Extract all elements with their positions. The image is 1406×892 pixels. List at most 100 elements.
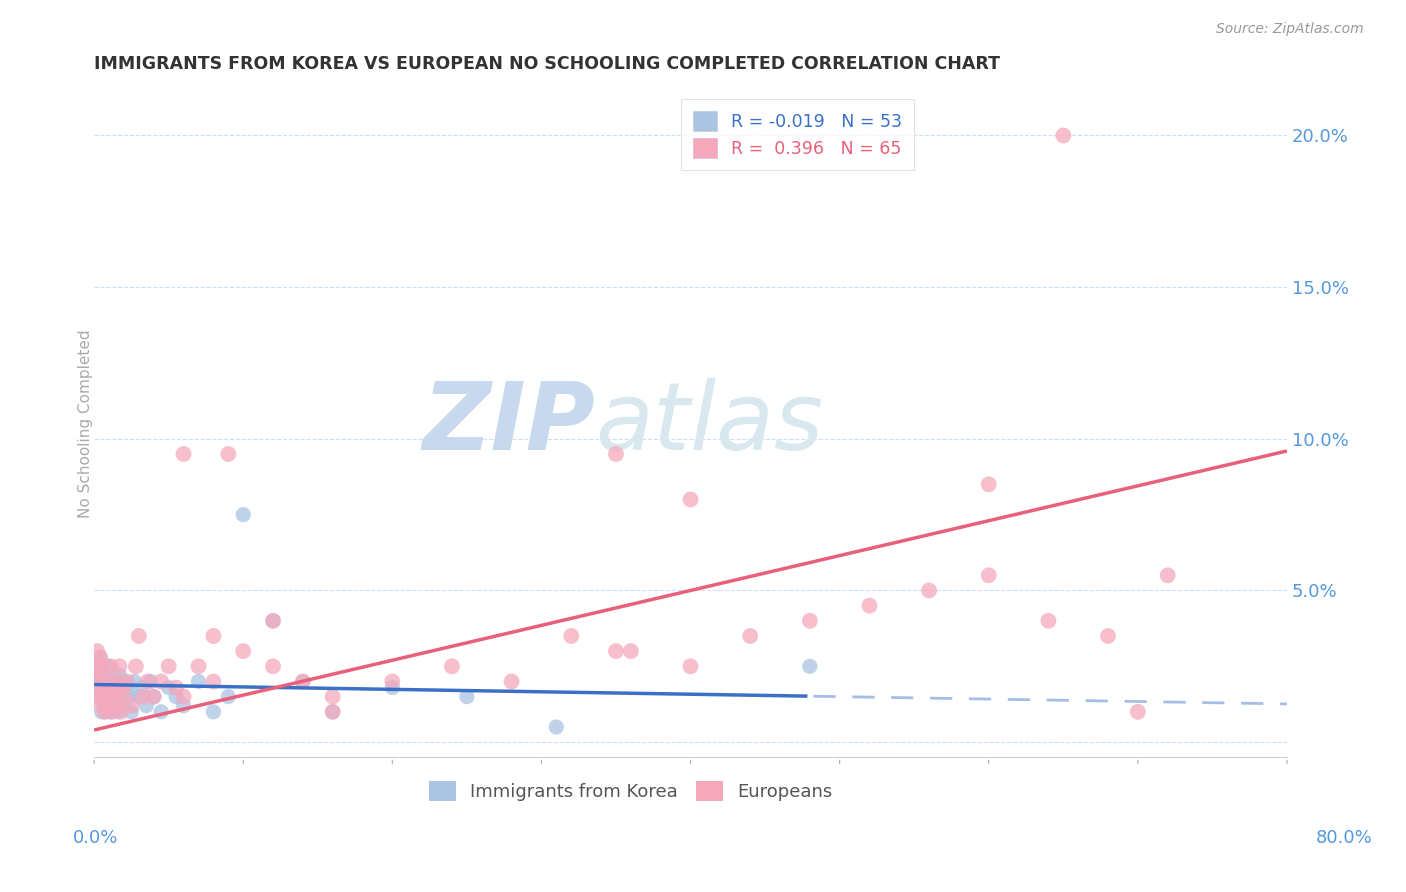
Point bbox=[262, 614, 284, 628]
Point bbox=[202, 629, 225, 643]
Point bbox=[93, 705, 115, 719]
Point bbox=[977, 477, 1000, 491]
Point bbox=[202, 674, 225, 689]
Point bbox=[90, 705, 112, 719]
Point bbox=[89, 681, 111, 695]
Point bbox=[93, 668, 115, 682]
Point bbox=[100, 705, 122, 719]
Point bbox=[132, 690, 155, 704]
Point bbox=[1097, 629, 1119, 643]
Point bbox=[1038, 614, 1060, 628]
Point bbox=[108, 659, 131, 673]
Point bbox=[90, 674, 112, 689]
Point bbox=[291, 674, 314, 689]
Point bbox=[120, 705, 142, 719]
Point bbox=[142, 690, 165, 704]
Point bbox=[98, 698, 121, 713]
Point bbox=[94, 705, 117, 719]
Text: atlas: atlas bbox=[595, 378, 824, 469]
Point bbox=[322, 705, 344, 719]
Point bbox=[262, 614, 284, 628]
Point bbox=[108, 668, 131, 682]
Point bbox=[291, 674, 314, 689]
Point bbox=[89, 690, 111, 704]
Point bbox=[799, 659, 821, 673]
Point bbox=[103, 681, 125, 695]
Point bbox=[98, 674, 121, 689]
Point bbox=[91, 690, 114, 704]
Legend: Immigrants from Korea, Europeans: Immigrants from Korea, Europeans bbox=[422, 774, 841, 808]
Point bbox=[1052, 128, 1074, 143]
Point bbox=[110, 690, 132, 704]
Point bbox=[111, 674, 134, 689]
Point bbox=[157, 681, 180, 695]
Point bbox=[120, 698, 142, 713]
Point bbox=[100, 681, 122, 695]
Text: Source: ZipAtlas.com: Source: ZipAtlas.com bbox=[1216, 22, 1364, 37]
Point bbox=[605, 447, 627, 461]
Point bbox=[112, 690, 135, 704]
Point bbox=[101, 705, 124, 719]
Point bbox=[918, 583, 941, 598]
Point bbox=[94, 681, 117, 695]
Point bbox=[217, 690, 239, 704]
Point bbox=[96, 690, 118, 704]
Point bbox=[89, 650, 111, 665]
Point bbox=[173, 447, 195, 461]
Point bbox=[90, 674, 112, 689]
Point bbox=[605, 644, 627, 658]
Point bbox=[115, 674, 138, 689]
Text: 0.0%: 0.0% bbox=[73, 829, 118, 847]
Point bbox=[1156, 568, 1178, 582]
Point bbox=[125, 659, 148, 673]
Point bbox=[86, 659, 108, 673]
Point bbox=[440, 659, 463, 673]
Point bbox=[105, 681, 128, 695]
Point bbox=[87, 690, 110, 704]
Point bbox=[381, 674, 404, 689]
Point bbox=[98, 659, 121, 673]
Point bbox=[139, 674, 162, 689]
Point bbox=[1126, 705, 1149, 719]
Point bbox=[679, 492, 702, 507]
Point bbox=[740, 629, 762, 643]
Point bbox=[456, 690, 478, 704]
Point bbox=[322, 690, 344, 704]
Point bbox=[157, 659, 180, 673]
Point bbox=[217, 447, 239, 461]
Point bbox=[96, 690, 118, 704]
Point bbox=[91, 659, 114, 673]
Point bbox=[620, 644, 643, 658]
Point bbox=[86, 644, 108, 658]
Point bbox=[232, 508, 254, 522]
Point bbox=[142, 690, 165, 704]
Point bbox=[104, 698, 127, 713]
Point bbox=[118, 690, 141, 704]
Point bbox=[799, 614, 821, 628]
Point bbox=[381, 681, 404, 695]
Point bbox=[128, 629, 150, 643]
Point bbox=[84, 674, 107, 689]
Point bbox=[103, 674, 125, 689]
Point bbox=[150, 705, 173, 719]
Point bbox=[262, 659, 284, 673]
Point bbox=[977, 568, 1000, 582]
Point bbox=[111, 681, 134, 695]
Point bbox=[96, 674, 118, 689]
Point bbox=[98, 698, 121, 713]
Point bbox=[165, 681, 187, 695]
Point bbox=[115, 681, 138, 695]
Point bbox=[94, 681, 117, 695]
Point bbox=[187, 659, 209, 673]
Point bbox=[84, 659, 107, 673]
Text: 80.0%: 80.0% bbox=[1316, 829, 1372, 847]
Point bbox=[150, 674, 173, 689]
Point bbox=[107, 698, 129, 713]
Point bbox=[91, 659, 114, 673]
Point bbox=[131, 681, 153, 695]
Point bbox=[232, 644, 254, 658]
Y-axis label: No Schooling Completed: No Schooling Completed bbox=[79, 329, 93, 518]
Point bbox=[93, 698, 115, 713]
Point bbox=[546, 720, 568, 734]
Point bbox=[136, 674, 159, 689]
